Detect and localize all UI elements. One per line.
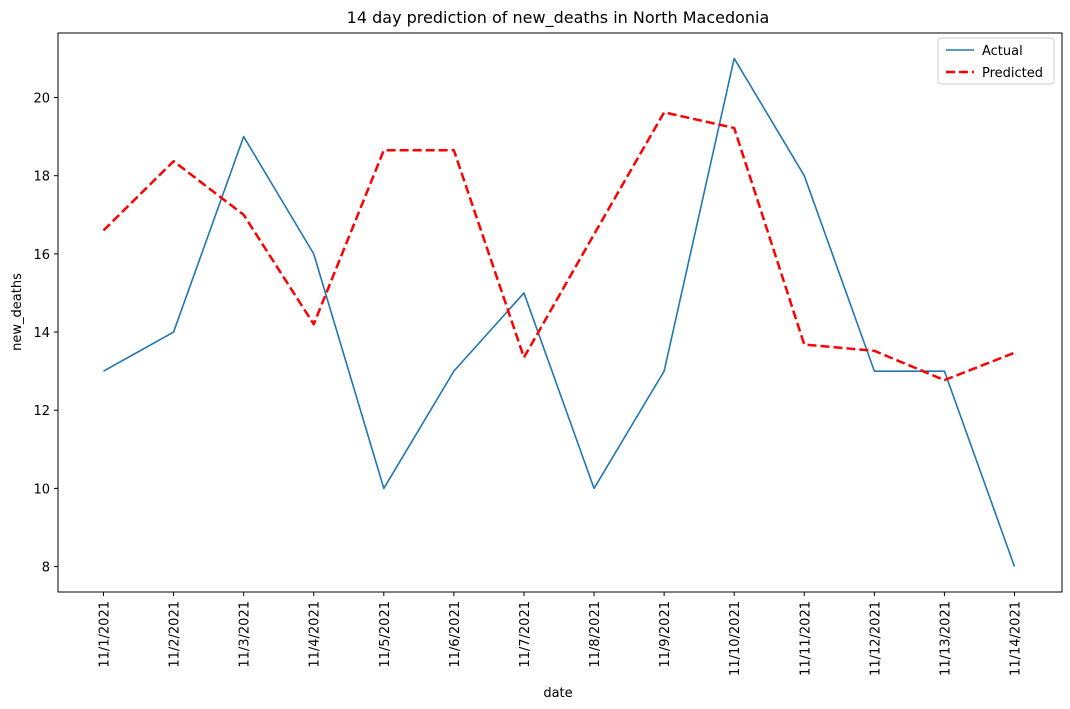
x-tick-label: 11/6/2021	[448, 601, 463, 668]
x-tick-label: 11/3/2021	[238, 601, 253, 668]
x-tick-label: 11/10/2021	[728, 601, 743, 676]
x-tick-label: 11/12/2021	[868, 601, 883, 676]
legend: Actual Predicted	[937, 37, 1055, 85]
legend-label-actual: Actual	[982, 44, 1023, 59]
y-tick-label: 20	[33, 92, 50, 107]
x-tick-label: 11/1/2021	[98, 601, 113, 668]
plot-frame	[57, 32, 1063, 593]
chart-title: 14 day prediction of new_deaths in North…	[347, 8, 770, 28]
x-tick-label: 11/5/2021	[378, 601, 393, 668]
x-tick-label: 11/2/2021	[168, 601, 183, 668]
y-tick-label: 12	[33, 404, 50, 419]
y-tick-label: 16	[33, 248, 50, 263]
x-tick-label: 11/7/2021	[518, 601, 533, 668]
series-line-actual	[103, 57, 1016, 567]
x-tick-label: 11/9/2021	[658, 601, 673, 668]
y-tick-label: 18	[33, 170, 50, 185]
plot-area: 8 10 12 14 16 18 20 11/1/2021 11/2/2021 11/3/2021…	[33, 32, 1063, 676]
x-tick-label: 11/13/2021	[938, 601, 953, 676]
x-tick-label: 11/14/2021	[1009, 601, 1024, 676]
y-tick-label: 8	[42, 561, 50, 576]
x-tick-label: 11/4/2021	[308, 601, 323, 668]
y-axis-label: new_deaths	[10, 273, 25, 351]
x-tick-label: 11/11/2021	[798, 601, 813, 676]
legend-label-predicted: Predicted	[982, 66, 1043, 81]
series-line-predicted	[102, 111, 1015, 382]
x-axis-label: date	[543, 686, 572, 701]
y-tick-label: 10	[33, 482, 50, 497]
x-tick-label: 11/8/2021	[588, 601, 603, 668]
y-tick-label: 14	[33, 326, 50, 341]
